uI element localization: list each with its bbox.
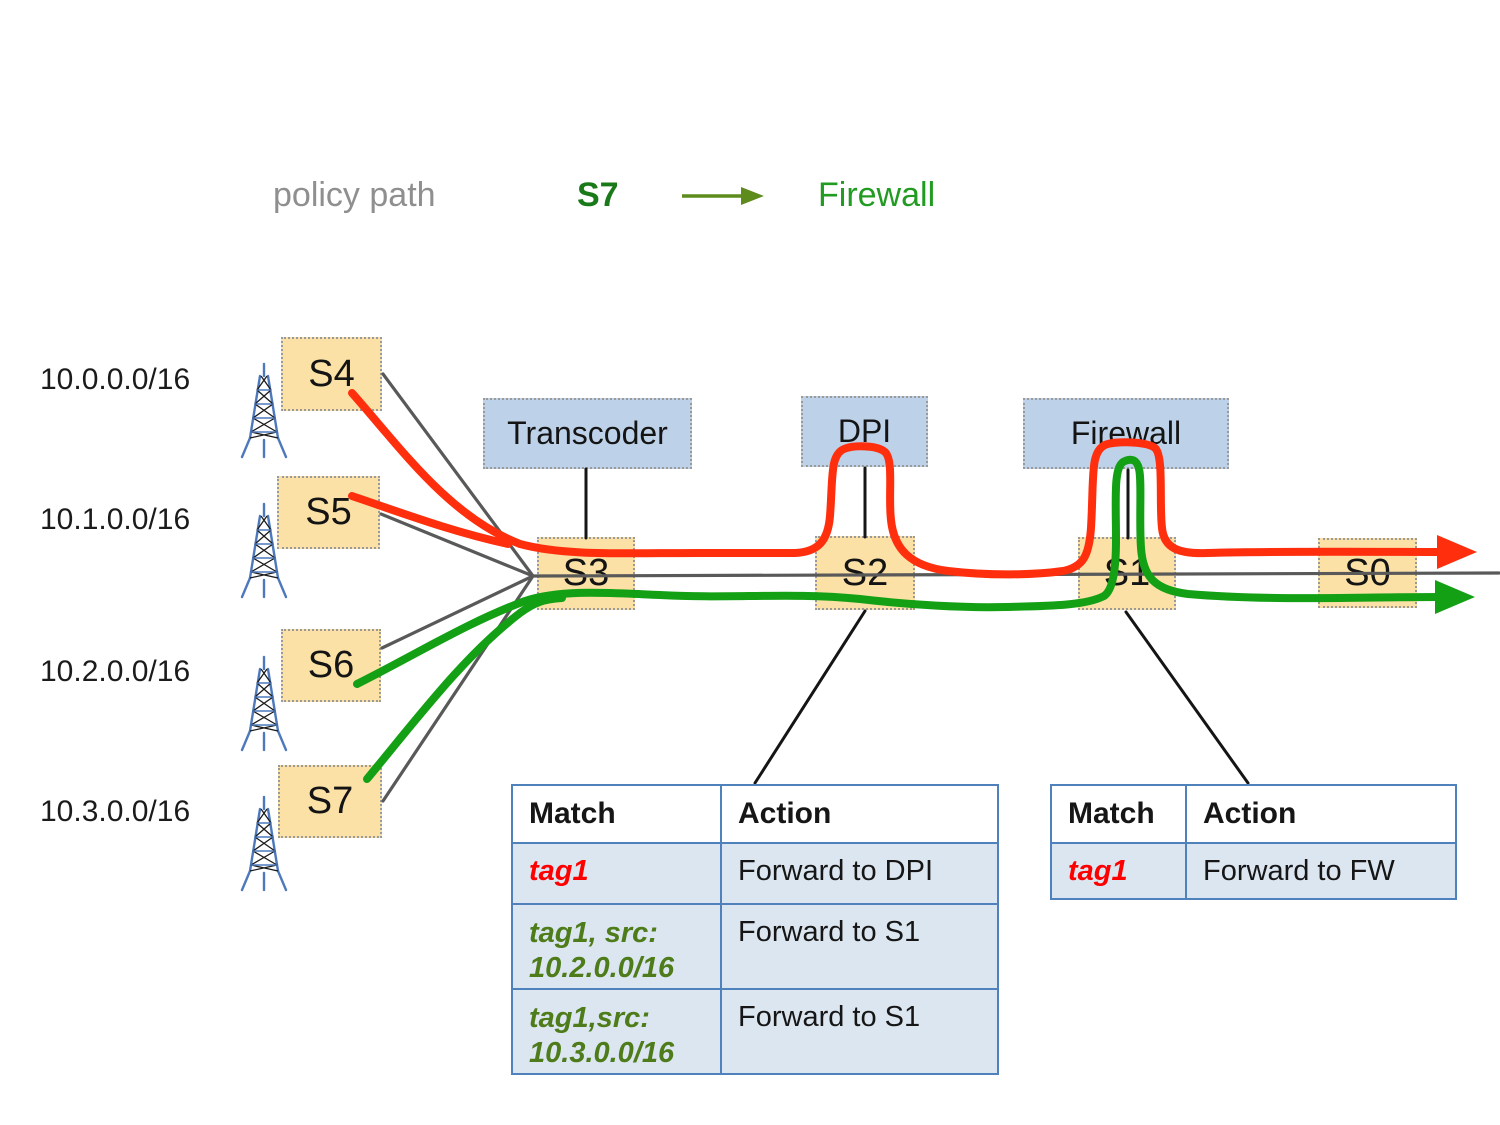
red-path-branch-s5 — [348, 492, 512, 548]
match-cell: tag1, src: 10.2.0.0/16 — [511, 903, 722, 990]
callout-s2-table — [753, 609, 867, 785]
radio-tower-icon-3 — [240, 655, 288, 752]
radio-tower-icon-4 — [240, 795, 288, 892]
match-cell: tag1 — [511, 842, 722, 905]
red-path-arrowhead — [1437, 535, 1477, 569]
subnet-label-10-3: 10.3.0.0/16 — [40, 795, 191, 828]
connector-lines — [584, 466, 1250, 785]
switch-s4: S4 — [281, 337, 382, 411]
action-cell: Forward to FW — [1185, 842, 1457, 900]
service-transcoder-label: Transcoder — [507, 415, 668, 451]
link-s6-s3 — [380, 574, 535, 650]
table-row: tag1, src: 10.2.0.0/16 Forward to S1 — [511, 903, 999, 990]
switch-s6: S6 — [281, 629, 381, 702]
switch-s2-label: S2 — [841, 551, 889, 594]
action-cell: Forward to S1 — [720, 988, 999, 1075]
table-header-row: Match Action — [1050, 784, 1457, 844]
callout-s1-table — [1124, 610, 1250, 785]
link-s5-s3 — [379, 512, 535, 578]
green-path-main — [353, 455, 1444, 688]
table-row: tag1,src: 10.3.0.0/16 Forward to S1 — [511, 988, 999, 1075]
switch-s7-label: S7 — [306, 780, 354, 822]
action-header: Action — [720, 784, 999, 844]
legend-source: S7 — [577, 176, 619, 214]
radio-tower-icon-1 — [240, 362, 288, 459]
table-row: tag1 Forward to DPI — [511, 842, 999, 905]
legend-arrow — [682, 187, 764, 205]
subnet-label-10-1: 10.1.0.0/16 — [40, 503, 191, 536]
action-header: Action — [1185, 784, 1457, 844]
red-path-main — [348, 389, 1447, 579]
service-dpi: DPI — [801, 396, 928, 467]
action-cell: Forward to S1 — [720, 903, 999, 990]
action-cell: Forward to DPI — [720, 842, 999, 905]
physical-links — [379, 372, 1500, 803]
switch-s6-label: S6 — [307, 644, 355, 686]
switch-s4-label: S4 — [308, 352, 355, 395]
legend-target: Firewall — [818, 176, 936, 214]
subnet-label-10-0: 10.0.0.0/16 — [40, 363, 191, 396]
green-policy-path — [353, 455, 1444, 783]
legend-arrowhead — [741, 187, 764, 205]
s2-flow-table: Match Action tag1 Forward to DPI tag1, s… — [511, 784, 999, 1075]
service-transcoder: Transcoder — [483, 398, 692, 469]
switch-s3-label: S3 — [562, 552, 610, 594]
switch-s5-label: S5 — [305, 491, 352, 533]
red-policy-path — [348, 389, 1447, 579]
green-path-branch-s7 — [363, 594, 566, 783]
table-row: tag1 Forward to FW — [1050, 842, 1457, 900]
switch-s5: S5 — [277, 476, 380, 549]
subnet-label-10-2: 10.2.0.0/16 — [40, 655, 191, 688]
s1-flow-table: Match Action tag1 Forward to FW — [1050, 784, 1457, 900]
radio-tower-icon-2 — [240, 502, 288, 599]
table-header-row: Match Action — [511, 784, 999, 844]
green-path-arrowhead — [1435, 580, 1475, 614]
match-cell: tag1 — [1050, 842, 1187, 900]
link-s7-s3 — [381, 574, 535, 803]
match-header: Match — [511, 784, 722, 844]
match-header: Match — [1050, 784, 1187, 844]
legend-title: policy path — [273, 176, 436, 214]
match-cell: tag1,src: 10.3.0.0/16 — [511, 988, 722, 1075]
